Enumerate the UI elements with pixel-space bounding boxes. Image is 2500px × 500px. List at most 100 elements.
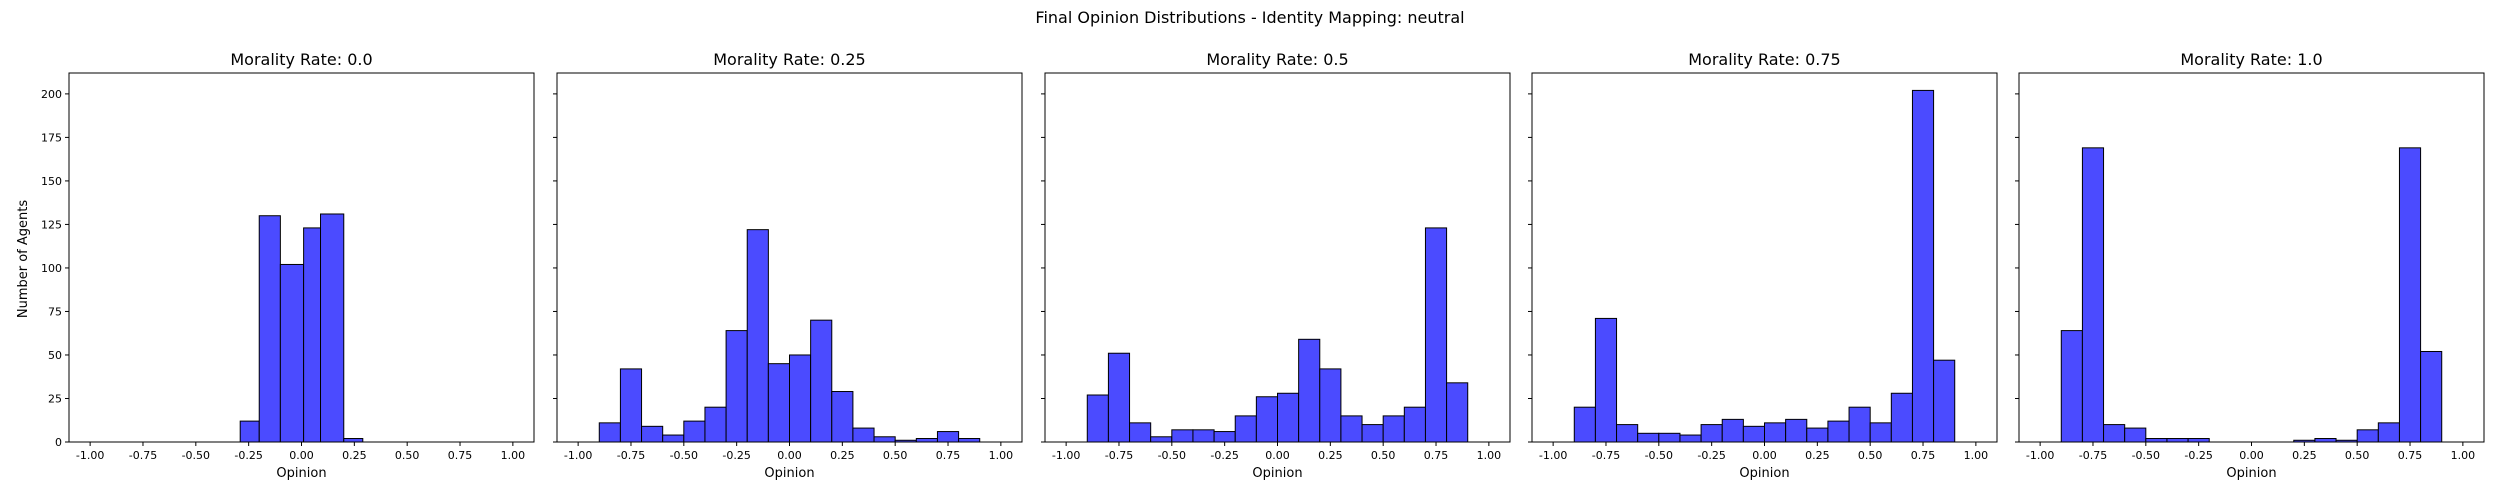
histogram-bar	[936, 431, 960, 443]
y-tick-label: 150	[41, 175, 62, 188]
x-tick-label: 0.00	[1752, 449, 1777, 462]
x-tick-label: 0.00	[289, 449, 314, 462]
subplot-3: Morality Rate: 0.5 -1.00 -0.75 -0.50 -0.25 0.…	[1041, 50, 1511, 481]
x-tick-label: -1.00	[76, 449, 104, 462]
histogram-bar	[810, 319, 833, 443]
histogram-bar	[320, 213, 345, 443]
x-tick-label: 0.50	[2345, 449, 2370, 462]
histogram-bar	[343, 438, 364, 443]
histogram-bar	[725, 330, 748, 443]
histogram-bar	[279, 263, 305, 443]
histogram-bar	[1403, 406, 1426, 443]
histogram-bar	[1742, 425, 1765, 443]
histogram-bar	[2420, 350, 2443, 443]
histogram-bar	[662, 434, 685, 443]
x-tick-label: -0.50	[1645, 449, 1673, 462]
subplot-1: Morality Rate: 0.0 -1.00 -0.75 -0.50 -0.25 0.…	[41, 50, 535, 481]
x-tick-label: 0.25	[2292, 449, 2317, 462]
subplot-title: Morality Rate: 0.25	[713, 50, 865, 69]
histogram-bar	[1446, 382, 1469, 443]
x-tick-label: -0.25	[1210, 449, 1238, 462]
y-tick-label: 50	[48, 349, 62, 362]
histogram-bar	[746, 229, 769, 443]
x-axis-label: Opinion	[276, 466, 326, 481]
histogram-bar	[958, 438, 981, 443]
subplot-title: Morality Rate: 0.75	[1688, 50, 1840, 69]
subplot-title: Morality Rate: 0.5	[1206, 50, 1348, 69]
x-tick-label: 0.25	[1805, 449, 1830, 462]
histogram-bar	[2103, 424, 2126, 443]
x-tick-label: -0.50	[670, 449, 698, 462]
x-tick-label: -0.75	[1105, 449, 1133, 462]
x-axis-label: Opinion	[1252, 466, 1302, 481]
histogram-bar	[789, 354, 812, 443]
histogram-bar	[2166, 438, 2189, 443]
histogram-bar	[1637, 432, 1660, 443]
histogram-bar	[1424, 227, 1448, 443]
subplot-panels: Morality Rate: 0.0 -1.00 -0.75 -0.50 -0.25 0.…	[41, 50, 2485, 481]
x-tick-label: -1.00	[1052, 449, 1080, 462]
y-tick-label: 25	[48, 392, 62, 405]
x-tick-label: -0.25	[234, 449, 262, 462]
histogram-bar	[683, 420, 706, 443]
x-tick-label: -0.25	[722, 449, 750, 462]
x-tick-label: 0.00	[1265, 449, 1290, 462]
histogram-bar	[2398, 147, 2422, 443]
histogram-bar	[1933, 359, 1956, 443]
x-tick-label: -1.00	[564, 449, 592, 462]
x-tick-label: -1.00	[2026, 449, 2054, 462]
x-tick-label: 0.50	[1858, 449, 1883, 462]
histogram-bar	[1827, 420, 1850, 443]
y-tick-label: 75	[48, 305, 62, 318]
histogram-bar	[303, 227, 322, 443]
histogram-bar	[2187, 438, 2210, 443]
histogram-bar	[1255, 396, 1278, 443]
histogram-bar	[258, 215, 281, 443]
histogram-bar	[1806, 427, 1829, 443]
histogram-bar	[1764, 422, 1787, 443]
histogram-bar	[1785, 418, 1808, 443]
histogram-bar	[1129, 422, 1152, 443]
x-tick-label: -0.25	[2184, 449, 2212, 462]
x-tick-label: 0.00	[2239, 449, 2264, 462]
x-axis-label: Opinion	[1739, 466, 1789, 481]
histogram-bar	[1361, 424, 1384, 443]
histogram-bar	[852, 427, 875, 443]
histogram-bar	[2081, 147, 2105, 443]
histogram-bar	[831, 391, 854, 443]
histogram-bar	[1213, 431, 1236, 443]
x-tick-label: 1.00	[1964, 449, 1989, 462]
x-tick-label: -0.75	[617, 449, 645, 462]
subplot-title: Morality Rate: 1.0	[2180, 50, 2322, 69]
x-tick-label: -0.50	[1158, 449, 1186, 462]
y-tick-label: 100	[41, 262, 62, 275]
x-tick-label: 1.00	[501, 449, 526, 462]
subplot-2: Morality Rate: 0.25 -1.00 -0.75 -0.50 -0.25 0…	[553, 50, 1023, 481]
histogram-bar	[641, 425, 664, 443]
histogram-bar	[1192, 429, 1215, 443]
y-tick-label: 175	[41, 131, 62, 144]
subplot-5: Morality Rate: 1.0 -1.00 -0.75 -0.50 -0.25 0.…	[2015, 50, 2485, 481]
x-tick-label: 1.00	[1477, 449, 1502, 462]
y-tick-label: 0	[55, 436, 62, 449]
histogram-bar	[239, 420, 260, 443]
y-axis-label: Number of Agents	[16, 200, 31, 318]
histogram-bar	[2314, 438, 2337, 443]
x-axis-label: Opinion	[2226, 466, 2276, 481]
histogram-bar	[1700, 424, 1723, 443]
x-tick-label: 0.00	[777, 449, 802, 462]
histogram-bar	[1298, 338, 1321, 443]
x-tick-label: 0.75	[1424, 449, 1449, 462]
y-tick-label: 125	[41, 218, 62, 231]
histogram-bar	[1658, 432, 1681, 443]
y-tick-label: 200	[41, 88, 62, 101]
histogram-bar	[767, 363, 790, 443]
histogram-bar	[1340, 415, 1363, 443]
histogram-bar	[2060, 330, 2083, 443]
histogram-bar	[619, 368, 643, 443]
x-tick-label: 1.00	[989, 449, 1014, 462]
histogram-bar	[873, 436, 896, 443]
histogram-bar	[1848, 406, 1871, 443]
x-tick-label: 0.25	[342, 449, 367, 462]
